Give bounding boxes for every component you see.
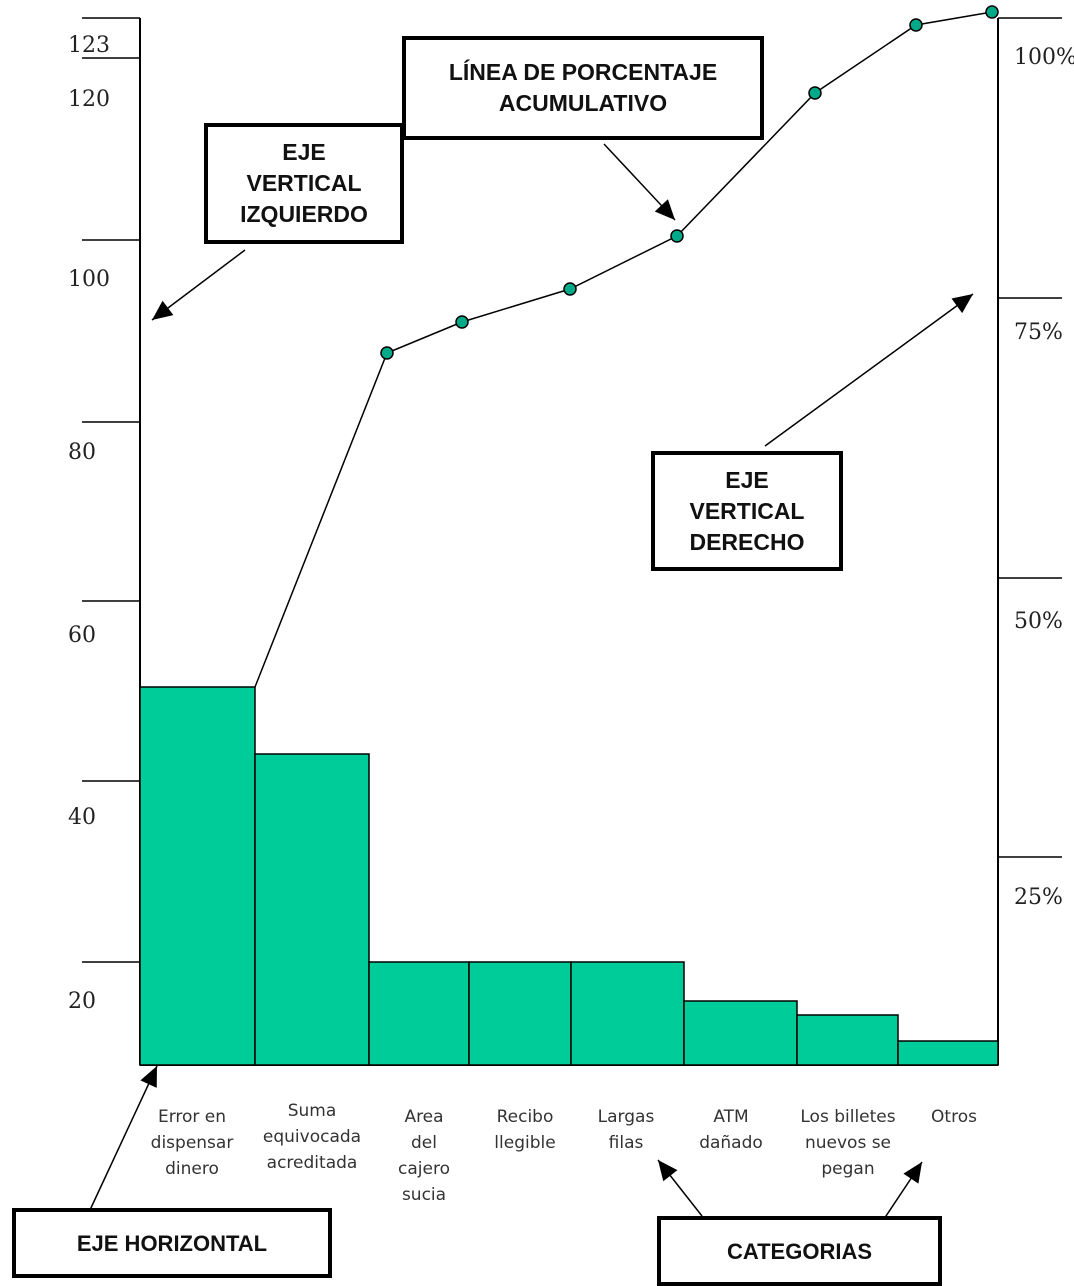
bar-7 xyxy=(796,1014,899,1066)
cumulative-polyline xyxy=(254,11,993,688)
bar-8 xyxy=(897,1040,999,1066)
callout-left-axis: EJE VERTICAL IZQUIERDO xyxy=(204,123,404,244)
cumulative-point-4 xyxy=(670,229,684,243)
cumulative-point-2 xyxy=(455,315,469,329)
category-label-4: Recibo llegible xyxy=(494,1107,555,1153)
callout-line: LÍNEA DE PORCENTAJE ACUMULATIVO xyxy=(402,36,764,140)
arrow-right-axis-head xyxy=(951,294,973,314)
callout-right-axis: EJE VERTICAL DERECHO xyxy=(651,451,843,571)
callout-categories: CATEGORIAS xyxy=(657,1216,942,1286)
arrow-right-axis-shaft xyxy=(764,293,974,447)
left-tick-label-80: 80 xyxy=(68,440,96,465)
bar-1 xyxy=(139,686,256,1066)
right-tick-label-100pct: 100% xyxy=(1014,45,1074,70)
left-tick-label-40: 40 xyxy=(68,805,96,830)
category-label-5: Largas filas xyxy=(598,1107,655,1153)
cumulative-point-7 xyxy=(985,5,999,19)
category-label-8: Otros xyxy=(931,1107,977,1127)
bar-5 xyxy=(570,961,685,1066)
cumulative-point-1 xyxy=(380,346,394,360)
arrow-line-head xyxy=(654,199,675,220)
right-tick-label-50pct: 50% xyxy=(1014,609,1063,634)
right-tick-label-25pct: 25% xyxy=(1014,885,1063,910)
arrow-categories-1-head xyxy=(658,1160,678,1182)
right-tick-label-75pct: 75% xyxy=(1014,320,1063,345)
left-tick-label-20: 20 xyxy=(68,989,96,1014)
cumulative-point-5 xyxy=(808,86,822,100)
bars xyxy=(139,686,999,1066)
left-tick-label-100: 100 xyxy=(68,267,110,292)
bar-6 xyxy=(683,1000,798,1066)
category-label-3: Area del cajero sucia xyxy=(398,1107,450,1205)
category-labels: Error en dispensar dinero Suma equivocada acr… xyxy=(151,1101,977,1205)
cumulative-point-3 xyxy=(563,282,577,296)
left-tick-label-60: 60 xyxy=(68,623,96,648)
left-tick-label-120: 120 xyxy=(68,87,110,112)
bar-2 xyxy=(254,753,370,1066)
arrows xyxy=(89,143,974,1220)
category-label-2: Suma equivocada acreditada xyxy=(263,1101,361,1173)
arrow-horizontal-axis-shaft xyxy=(89,1065,158,1211)
category-label-1: Error en dispensar dinero xyxy=(151,1107,234,1179)
left-tick-label-123: 123 xyxy=(68,33,110,58)
bar-3 xyxy=(368,961,470,1066)
category-label-7: Los billetes nuevos se pegan xyxy=(800,1107,895,1179)
arrow-categories-2-head xyxy=(903,1162,922,1184)
arrow-left-axis-head xyxy=(152,300,174,320)
bar-4 xyxy=(468,961,572,1066)
category-label-6: ATM dañado xyxy=(699,1107,763,1153)
cumulative-line xyxy=(254,5,999,688)
callout-horizontal-axis: EJE HORIZONTAL xyxy=(12,1208,332,1278)
tick-labels: 20 40 60 80 100 120 123 25% 50% 75% 100% xyxy=(68,17,1074,1014)
cumulative-point-6 xyxy=(909,18,923,32)
arrow-horizontal-axis-head xyxy=(140,1066,157,1088)
